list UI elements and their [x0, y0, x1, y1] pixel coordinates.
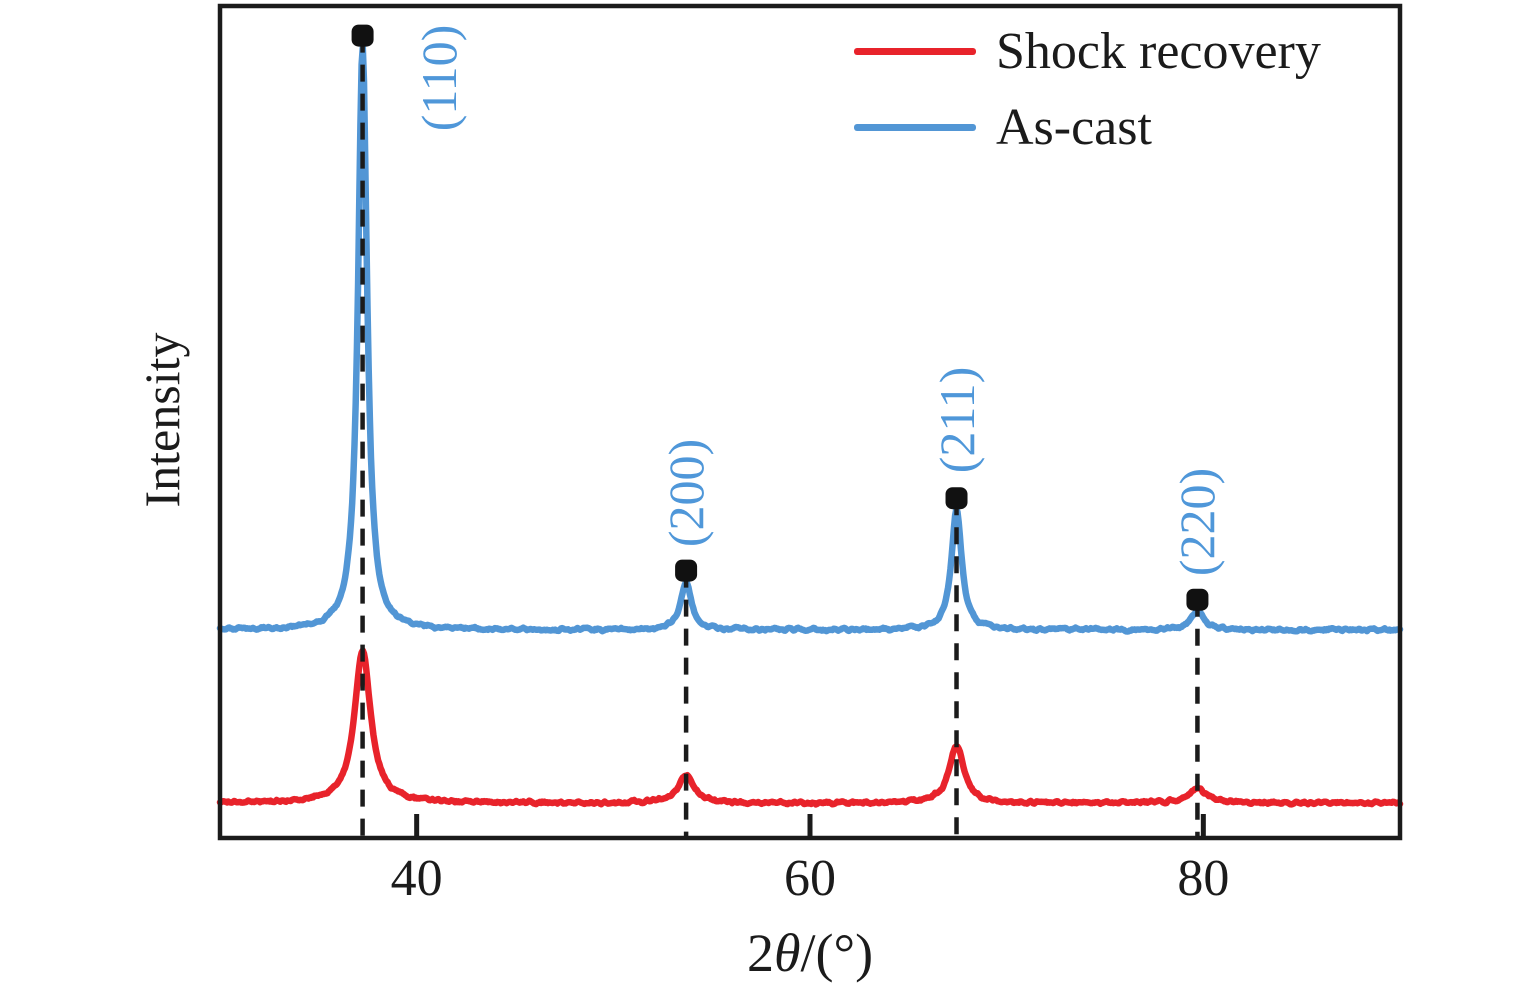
peak-label-200: (200)	[658, 438, 715, 547]
legend: Shock recovery As-cast	[854, 20, 1321, 158]
plot-frame	[217, 3, 1403, 841]
curve-shock-recovery	[216, 647, 1404, 808]
legend-label-as-cast: As-cast	[996, 98, 1152, 156]
peak-label-220: (220)	[1169, 467, 1226, 576]
legend-line-blue	[854, 123, 976, 131]
legend-entry-as-cast: As-cast	[854, 96, 1321, 158]
peak-label-211: (211)	[928, 366, 985, 474]
peak-marker-(211)	[945, 487, 968, 510]
y-axis-label: Intensity	[133, 333, 191, 508]
x-axis-label: 2θ/(°)	[747, 922, 873, 984]
x-tick-label-80: 80	[1177, 850, 1230, 907]
x-axis-label-suffix: /(°)	[800, 923, 874, 983]
peak-label-110: (110)	[410, 24, 467, 132]
x-tick-label-60: 60	[784, 850, 836, 907]
y-axis-label-text: Intensity	[134, 332, 190, 508]
peak-marker-(200)	[675, 559, 698, 582]
legend-label-shock-recovery: Shock recovery	[996, 22, 1321, 80]
legend-entry-shock-recovery: Shock recovery	[854, 20, 1321, 82]
curve-as-cast	[216, 43, 1404, 635]
x-tick-label-40: 40	[390, 850, 443, 907]
legend-line-red	[854, 47, 976, 55]
peak-marker-(110)	[351, 24, 374, 47]
x-axis-label-prefix: 2	[746, 923, 774, 983]
x-axis-label-theta: θ	[773, 923, 801, 983]
peak-marker-(220)	[1186, 588, 1209, 611]
